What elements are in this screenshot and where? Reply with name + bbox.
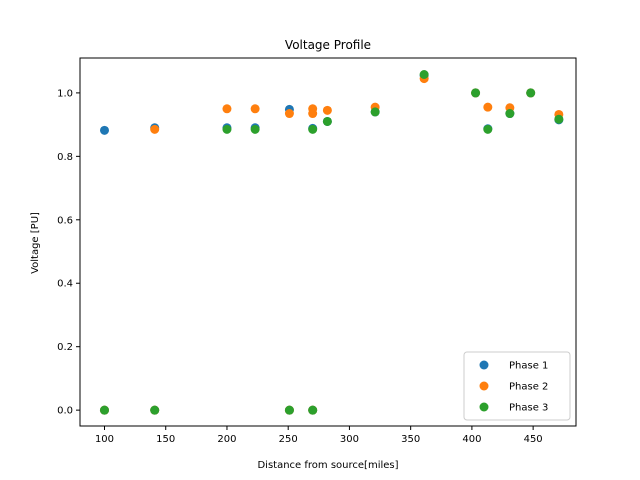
data-point bbox=[483, 124, 493, 134]
y-axis: 0.0 0.2 0.4 0.6 0.8 1.0 bbox=[57, 88, 80, 417]
x-tick-label: 250 bbox=[279, 434, 298, 445]
legend: Phase 1 Phase 2 Phase 3 bbox=[463, 351, 571, 421]
legend-box bbox=[463, 351, 571, 421]
data-point bbox=[308, 124, 318, 134]
legend-label: Phase 2 bbox=[509, 382, 548, 393]
data-point bbox=[308, 109, 318, 119]
data-point bbox=[505, 109, 515, 119]
data-point bbox=[150, 124, 160, 134]
x-tick-label: 350 bbox=[401, 434, 420, 445]
x-tick-label: 100 bbox=[95, 434, 114, 445]
x-tick-label: 400 bbox=[462, 434, 481, 445]
data-point bbox=[322, 116, 332, 126]
x-tick-label: 300 bbox=[340, 434, 359, 445]
data-point bbox=[554, 114, 564, 124]
data-point bbox=[250, 124, 260, 134]
x-tick-label: 150 bbox=[156, 434, 175, 445]
legend-label: Phase 1 bbox=[509, 361, 548, 372]
legend-marker bbox=[479, 360, 489, 370]
x-tick-label: 450 bbox=[524, 434, 543, 445]
y-tick-label: 0.2 bbox=[57, 342, 73, 353]
y-tick-label: 0.6 bbox=[57, 215, 73, 226]
data-point bbox=[222, 104, 232, 114]
data-point bbox=[526, 88, 536, 98]
legend-label: Phase 3 bbox=[509, 403, 548, 414]
x-tick-label: 200 bbox=[217, 434, 236, 445]
axes-frame bbox=[79, 57, 577, 427]
legend-marker bbox=[479, 402, 489, 412]
y-tick-label: 0.0 bbox=[57, 406, 73, 417]
data-point bbox=[419, 69, 429, 79]
x-axis: 100 150 200 250 300 350 400 450 bbox=[95, 426, 543, 445]
data-point bbox=[308, 405, 318, 415]
y-axis-label: Voltage [PU] bbox=[30, 212, 41, 274]
data-point bbox=[99, 125, 109, 135]
y-tick-label: 1.0 bbox=[57, 88, 73, 99]
data-point bbox=[222, 124, 232, 134]
data-point bbox=[284, 405, 294, 415]
series-3 bbox=[99, 69, 564, 415]
data-point bbox=[150, 405, 160, 415]
data-point bbox=[322, 105, 332, 115]
chart-title: Voltage Profile bbox=[285, 38, 371, 52]
data-point bbox=[250, 104, 260, 114]
legend-marker bbox=[479, 381, 489, 391]
data-point bbox=[483, 102, 493, 112]
data-point bbox=[284, 109, 294, 119]
data-point bbox=[471, 88, 481, 98]
plot-area bbox=[99, 69, 564, 415]
x-axis-label: Distance from source[miles] bbox=[257, 460, 398, 471]
y-tick-label: 0.4 bbox=[57, 279, 73, 290]
data-point bbox=[370, 107, 380, 117]
data-point bbox=[99, 405, 109, 415]
y-tick-label: 0.8 bbox=[57, 152, 73, 163]
